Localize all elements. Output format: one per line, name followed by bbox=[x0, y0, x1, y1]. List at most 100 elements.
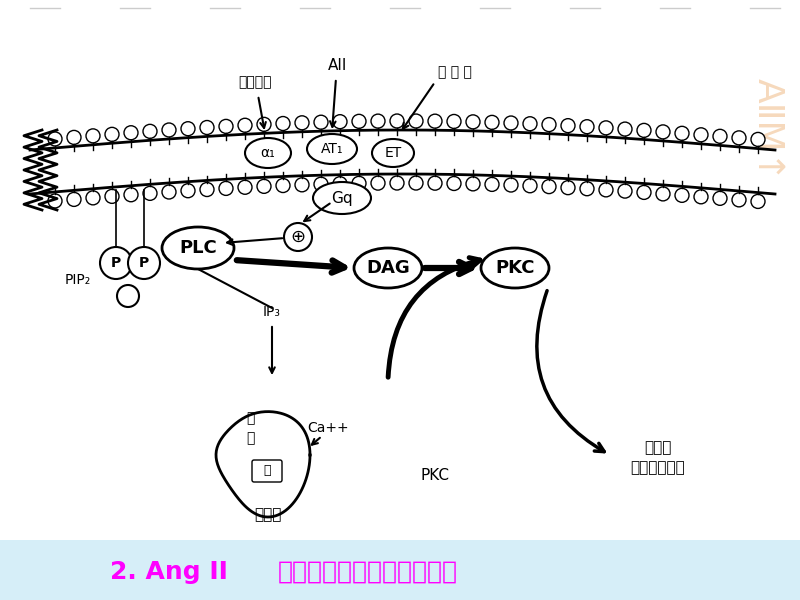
Text: 浆: 浆 bbox=[246, 431, 254, 445]
Circle shape bbox=[238, 180, 252, 194]
Text: P: P bbox=[111, 256, 121, 270]
Circle shape bbox=[181, 122, 195, 136]
Text: AII: AII bbox=[328, 58, 348, 73]
Circle shape bbox=[162, 123, 176, 137]
Ellipse shape bbox=[307, 134, 357, 164]
Circle shape bbox=[333, 176, 347, 191]
Circle shape bbox=[751, 194, 765, 208]
Circle shape bbox=[428, 176, 442, 190]
Ellipse shape bbox=[481, 248, 549, 288]
Text: Gq: Gq bbox=[331, 191, 353, 205]
Circle shape bbox=[732, 131, 746, 145]
Text: P: P bbox=[139, 256, 149, 270]
Circle shape bbox=[542, 118, 556, 131]
Circle shape bbox=[219, 181, 233, 196]
Circle shape bbox=[656, 125, 670, 139]
Circle shape bbox=[466, 177, 480, 191]
Circle shape bbox=[276, 116, 290, 131]
Circle shape bbox=[67, 193, 81, 206]
Circle shape bbox=[694, 190, 708, 204]
Circle shape bbox=[732, 193, 746, 207]
Circle shape bbox=[284, 223, 312, 251]
Text: 网: 网 bbox=[263, 464, 270, 478]
Circle shape bbox=[276, 179, 290, 193]
Circle shape bbox=[409, 176, 423, 190]
Circle shape bbox=[200, 121, 214, 134]
Circle shape bbox=[200, 182, 214, 197]
Ellipse shape bbox=[354, 248, 422, 288]
FancyBboxPatch shape bbox=[0, 540, 800, 600]
Circle shape bbox=[561, 181, 575, 194]
Text: 促生长作用的信号转导通路: 促生长作用的信号转导通路 bbox=[278, 560, 458, 584]
Circle shape bbox=[352, 115, 366, 128]
Circle shape bbox=[542, 179, 556, 194]
Circle shape bbox=[713, 191, 727, 205]
Circle shape bbox=[100, 247, 132, 279]
Ellipse shape bbox=[313, 182, 371, 214]
Circle shape bbox=[694, 128, 708, 142]
Circle shape bbox=[599, 121, 613, 135]
Circle shape bbox=[656, 187, 670, 201]
Circle shape bbox=[371, 114, 385, 128]
Circle shape bbox=[580, 182, 594, 196]
Circle shape bbox=[295, 178, 309, 192]
Circle shape bbox=[561, 119, 575, 133]
Text: DAG: DAG bbox=[366, 259, 410, 277]
Circle shape bbox=[352, 176, 366, 190]
Circle shape bbox=[409, 114, 423, 128]
Circle shape bbox=[86, 129, 100, 143]
Circle shape bbox=[257, 118, 271, 131]
Ellipse shape bbox=[372, 139, 414, 167]
Circle shape bbox=[428, 114, 442, 128]
Circle shape bbox=[390, 114, 404, 128]
Circle shape bbox=[86, 191, 100, 205]
Circle shape bbox=[675, 127, 689, 140]
Text: 细胞浆: 细胞浆 bbox=[254, 508, 282, 523]
Text: 肾上腺素: 肾上腺素 bbox=[238, 75, 272, 89]
Circle shape bbox=[105, 127, 119, 142]
Circle shape bbox=[466, 115, 480, 129]
Circle shape bbox=[523, 117, 537, 131]
Circle shape bbox=[48, 194, 62, 208]
Text: Ca++: Ca++ bbox=[307, 421, 349, 435]
Text: PKC: PKC bbox=[421, 467, 450, 482]
Polygon shape bbox=[216, 412, 310, 517]
Circle shape bbox=[485, 178, 499, 191]
Text: PKC: PKC bbox=[495, 259, 534, 277]
Circle shape bbox=[314, 115, 328, 129]
Circle shape bbox=[124, 126, 138, 140]
Text: 激活原癌基因: 激活原癌基因 bbox=[630, 461, 686, 475]
Text: PLC: PLC bbox=[179, 239, 217, 257]
Text: ET: ET bbox=[384, 146, 402, 160]
Circle shape bbox=[162, 185, 176, 199]
Circle shape bbox=[67, 130, 81, 145]
Circle shape bbox=[257, 179, 271, 193]
Text: AT₁: AT₁ bbox=[321, 142, 343, 156]
Text: 2. Ang II: 2. Ang II bbox=[110, 560, 228, 584]
Circle shape bbox=[117, 285, 139, 307]
Circle shape bbox=[485, 115, 499, 130]
Circle shape bbox=[219, 119, 233, 133]
Circle shape bbox=[675, 188, 689, 202]
Text: α₁: α₁ bbox=[261, 146, 275, 160]
Circle shape bbox=[48, 132, 62, 146]
Circle shape bbox=[599, 183, 613, 197]
Text: 内 皮 素: 内 皮 素 bbox=[438, 65, 472, 79]
Circle shape bbox=[504, 116, 518, 130]
Circle shape bbox=[713, 130, 727, 143]
Circle shape bbox=[238, 118, 252, 132]
Text: PIP₂: PIP₂ bbox=[65, 273, 91, 287]
Ellipse shape bbox=[245, 138, 291, 168]
Text: 肌: 肌 bbox=[246, 411, 254, 425]
Circle shape bbox=[618, 184, 632, 198]
Circle shape bbox=[523, 179, 537, 193]
Ellipse shape bbox=[162, 227, 234, 269]
Text: 促生长: 促生长 bbox=[644, 440, 672, 455]
Circle shape bbox=[143, 124, 157, 139]
Circle shape bbox=[637, 185, 651, 199]
Circle shape bbox=[390, 176, 404, 190]
Circle shape bbox=[580, 120, 594, 134]
Circle shape bbox=[447, 115, 461, 128]
Circle shape bbox=[295, 116, 309, 130]
Circle shape bbox=[637, 124, 651, 137]
